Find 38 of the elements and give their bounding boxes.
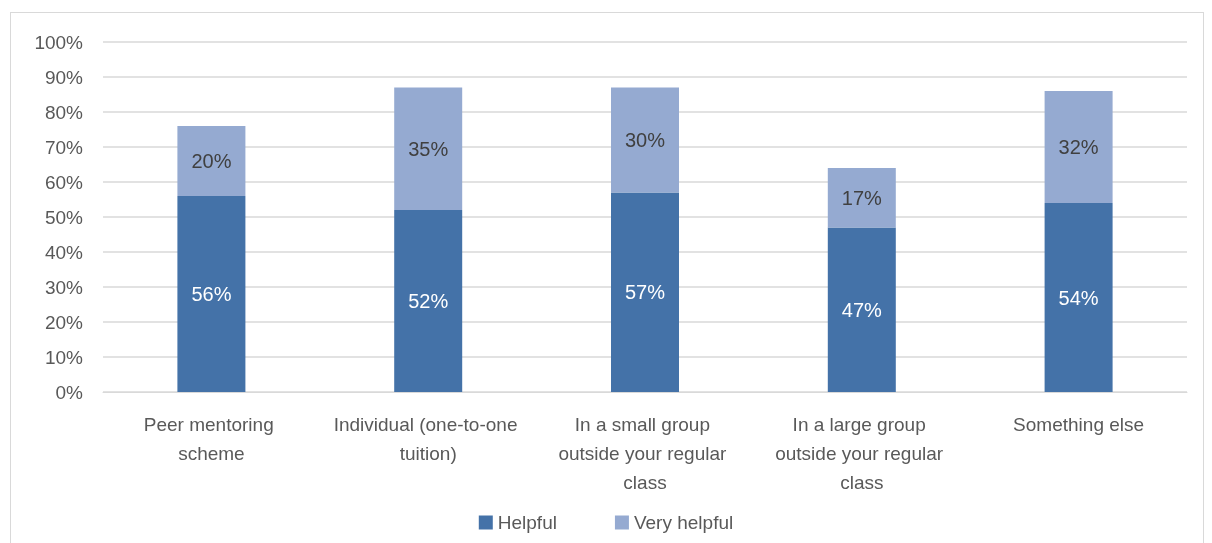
y-tick-label: 0% (55, 381, 84, 403)
bar (1044, 203, 1113, 392)
data-label: 32% (1058, 136, 1099, 158)
bar (827, 227, 896, 392)
legend-label: Helpful (497, 512, 557, 533)
x-tick-label: In a small group outside your regular class (558, 414, 732, 493)
bar (1044, 91, 1113, 203)
y-tick-label: 60% (44, 171, 84, 193)
x-tick-label: Peer mentoring scheme (143, 414, 279, 464)
y-tick-label: 70% (44, 136, 84, 158)
y-tick-label: 90% (44, 66, 84, 88)
y-tick-label: 10% (44, 346, 84, 368)
y-tick-label: 20% (44, 311, 84, 333)
bar (177, 196, 246, 392)
y-tick-label: 80% (44, 101, 84, 123)
bar (827, 168, 896, 228)
y-tick-label: 40% (44, 241, 84, 263)
data-label: 35% (408, 137, 449, 160)
x-tick-label: Individual (one-to-one tuition) (333, 414, 523, 464)
bar (394, 87, 463, 210)
data-label: 54% (1058, 286, 1099, 309)
bar (611, 192, 679, 392)
y-tick-label: 50% (44, 206, 84, 228)
data-label: 57% (624, 281, 666, 304)
data-label: 47% (841, 298, 883, 321)
bar (177, 126, 246, 196)
y-tick-label: 30% (44, 276, 84, 298)
x-tick-label: In a large group outside your regular class (775, 414, 949, 493)
bar (394, 210, 463, 392)
legend-label: Very helpful (633, 512, 734, 533)
data-label: 17% (841, 186, 883, 209)
data-label: 20% (191, 150, 232, 172)
data-label: 52% (408, 290, 449, 312)
bar (611, 87, 679, 193)
x-tick-label: Something else (1013, 414, 1145, 435)
data-label: 56% (191, 283, 232, 305)
data-label: 30% (624, 129, 666, 151)
y-tick-label: 100% (34, 31, 84, 53)
